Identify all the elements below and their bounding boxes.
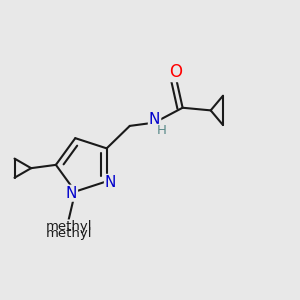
Text: N: N: [66, 186, 77, 201]
Text: H: H: [157, 124, 167, 137]
Text: O: O: [169, 63, 182, 81]
Text: N: N: [105, 175, 116, 190]
Text: N: N: [149, 112, 160, 128]
Text: methyl: methyl: [45, 220, 92, 233]
Text: methyl: methyl: [45, 227, 92, 240]
